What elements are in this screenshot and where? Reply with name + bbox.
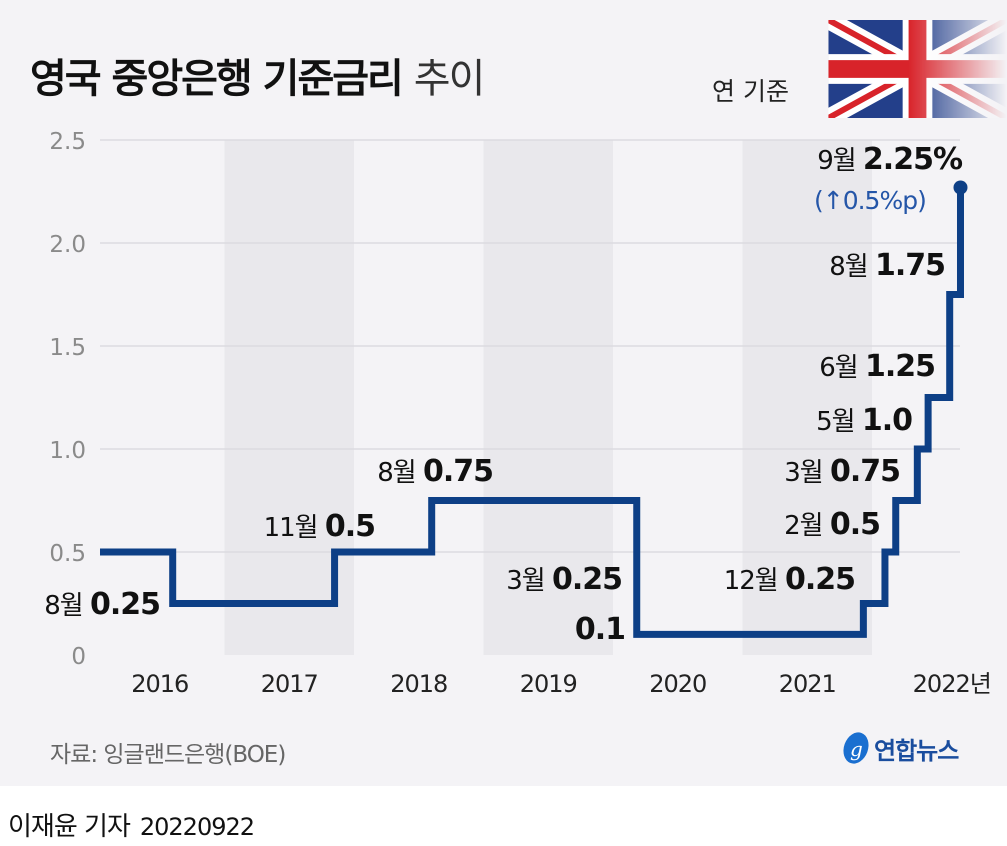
data-label-value: 0.75 — [422, 454, 494, 489]
yonhap-logo-icon: g — [843, 732, 869, 764]
byline: 이재윤 기자 20220922 — [8, 806, 255, 843]
change-annotation: (↑0.5%p) — [814, 186, 927, 215]
svg-text:g: g — [850, 737, 863, 761]
data-label-value: 0.25 — [551, 562, 623, 597]
data-label-value: 2.25% — [862, 142, 963, 177]
data-label-month: 6월 — [819, 353, 865, 383]
title-bold: 영국 중앙은행 기준금리 — [30, 56, 404, 102]
data-label-value: 1.75 — [874, 248, 946, 283]
data-label: 5월 1.0 — [816, 401, 913, 438]
page-title: 영국 중앙은행 기준금리 추이 — [30, 46, 486, 104]
rate-step-line — [100, 191, 964, 638]
data-label-month: 12월 — [723, 566, 785, 596]
data-label-value: 0.75 — [829, 454, 901, 489]
x-tick-label: 2019 — [520, 670, 577, 698]
data-label-value: 1.0 — [861, 403, 913, 438]
latest-point-marker — [953, 180, 968, 195]
y-tick-label: 1.5 — [49, 335, 86, 361]
data-label-value: 0.5 — [829, 507, 881, 542]
data-label-value: 0.25 — [784, 562, 856, 597]
data-label-month: 8월 — [44, 591, 90, 621]
data-label: 8월 1.75 — [829, 246, 946, 283]
data-label: 6월 1.25 — [819, 347, 936, 384]
data-label: 0.1 — [574, 612, 626, 647]
chart-svg: 0 0.5 1.0 1.5 2.0 2.5 2016 2017 2018 2019 2020 2021… — [49, 129, 991, 698]
data-label: 3월 0.75 — [784, 452, 901, 489]
reporter: 이재윤 기자 — [8, 812, 131, 842]
data-label-value: 0.5 — [324, 509, 376, 544]
y-tick-label: 0.5 — [49, 541, 86, 567]
data-label: 9월 2.25% — [817, 140, 963, 177]
x-tick-label: 2017 — [261, 670, 318, 698]
data-label-value: 1.25 — [864, 349, 936, 384]
x-tick-label: 2022년 — [913, 670, 991, 698]
title-light: 추이 — [413, 56, 486, 102]
data-label: 11월 0.5 — [263, 507, 376, 544]
source-note: 자료: 잉글랜드은행(BOE) — [50, 742, 286, 768]
yonhap-logo-text: 연합뉴스 — [874, 736, 959, 765]
data-label-month: 11월 — [263, 513, 325, 543]
data-label-value: 0.25 — [89, 587, 161, 622]
uk-flag-icon — [828, 20, 1007, 118]
yonhap-logo: g 연합뉴스 — [840, 730, 959, 766]
unit-label: 연 기준 — [712, 77, 789, 106]
y-tick-label: 2.0 — [49, 232, 86, 258]
data-label-month: 8월 — [377, 458, 423, 488]
year-band — [483, 140, 613, 655]
data-label-month: 9월 — [817, 146, 863, 176]
y-tick-label: 1.0 — [49, 438, 86, 464]
data-label: 8월 0.25 — [44, 585, 161, 622]
data-label-month: 5월 — [816, 407, 862, 437]
y-tick-label: 0 — [71, 644, 86, 670]
date: 20220922 — [139, 813, 255, 841]
data-label: 2월 0.5 — [784, 505, 881, 542]
data-label-value: 0.1 — [574, 612, 626, 647]
x-tick-label: 2021 — [779, 670, 836, 698]
data-label-month: 3월 — [506, 566, 552, 596]
y-tick-label: 2.5 — [49, 129, 86, 155]
x-tick-label: 2018 — [390, 670, 447, 698]
data-label: 12월 0.25 — [723, 560, 856, 597]
x-tick-label: 2020 — [649, 670, 706, 698]
data-label-month: 8월 — [829, 252, 875, 282]
data-label: 3월 0.25 — [506, 560, 623, 597]
year-band — [742, 140, 872, 655]
x-tick-label: 2016 — [131, 670, 188, 698]
data-label: 8월 0.75 — [377, 452, 494, 489]
data-label-month: 2월 — [784, 511, 830, 541]
data-label-month: 3월 — [784, 458, 830, 488]
